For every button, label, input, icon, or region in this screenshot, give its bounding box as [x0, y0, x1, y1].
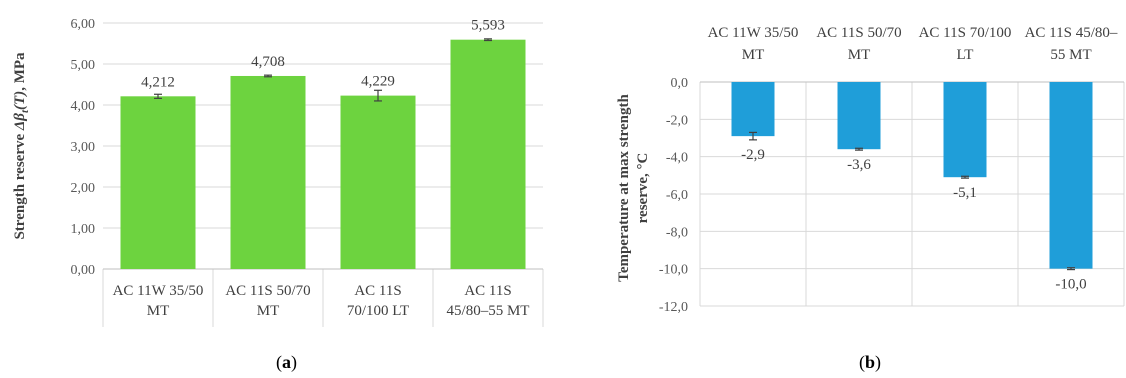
- bar-a: [120, 96, 196, 269]
- y-axis-title-a: Strength reserve Δβt(T), MPa: [12, 52, 31, 240]
- y-tick-label-a: 3,00: [71, 140, 96, 155]
- bar-a: [340, 95, 416, 270]
- y-axis-title-b: Temperature at max strength reserve, °C: [616, 94, 651, 282]
- data-label-b: -5,1: [953, 185, 977, 201]
- y-tick-label-b: -4,0: [666, 151, 688, 166]
- y-tick-label-a: 1,00: [71, 222, 96, 237]
- panel-label-a: (a): [276, 352, 297, 372]
- y-tick-label-a: 2,00: [71, 181, 96, 196]
- data-label-a: 4,708: [251, 54, 285, 70]
- y-tick-label-b: 0,0: [671, 76, 689, 91]
- category-label-a: AC 11S 50/70 MT: [225, 283, 310, 319]
- y-tick-label-a: 4,00: [71, 99, 96, 114]
- category-label-b: AC 11W 35/50 MT: [708, 25, 799, 63]
- bar-b: [731, 82, 775, 137]
- y-tick-label-b: -6,0: [666, 188, 688, 203]
- chart-a: 0,00 1,00 2,00 3,00 4,00 5,00 6,00 4,212 AC 11W …: [12, 17, 544, 327]
- data-label-b: -2,9: [741, 147, 765, 163]
- y-tick-label-b: -8,0: [666, 225, 688, 240]
- panel-label-b: (b): [859, 352, 882, 372]
- category-label-b: AC 11S 45/80– 55 MT: [1025, 25, 1118, 63]
- category-label-a: AC 11W 35/50 MT: [113, 283, 204, 319]
- category-label-b: AC 11S 70/100 LT: [919, 25, 1012, 63]
- y-tick-label-b: -10,0: [659, 263, 688, 278]
- bar-b: [1049, 82, 1093, 269]
- data-label-a: 4,212: [141, 74, 175, 90]
- y-tick-label-a: 6,00: [71, 17, 96, 32]
- data-label-a: 5,593: [471, 18, 505, 34]
- y-tick-label-b: -12,0: [659, 300, 688, 315]
- category-label-b: AC 11S 50/70 MT: [816, 25, 901, 63]
- bar-b: [943, 82, 987, 178]
- y-tick-label-b: -2,0: [666, 113, 688, 128]
- category-label-a: AC 11S 45/80–55 MT: [447, 283, 530, 319]
- data-label-b: -3,6: [847, 157, 871, 173]
- data-label-b: -10,0: [1055, 277, 1086, 293]
- bar-a: [230, 75, 306, 269]
- bar-b: [837, 82, 881, 150]
- data-label-a: 4,229: [361, 74, 395, 90]
- y-tick-label-a: 5,00: [71, 58, 96, 73]
- y-tick-label-a: 0,00: [71, 263, 96, 278]
- chart-b: 0,0 -2,0 -4,0 -6,0 -8,0 -10,0 -12,0 -2,9 AC 11W …: [616, 25, 1125, 315]
- bar-a: [450, 39, 526, 270]
- category-label-a: AC 11S 70/100 LT: [347, 283, 409, 319]
